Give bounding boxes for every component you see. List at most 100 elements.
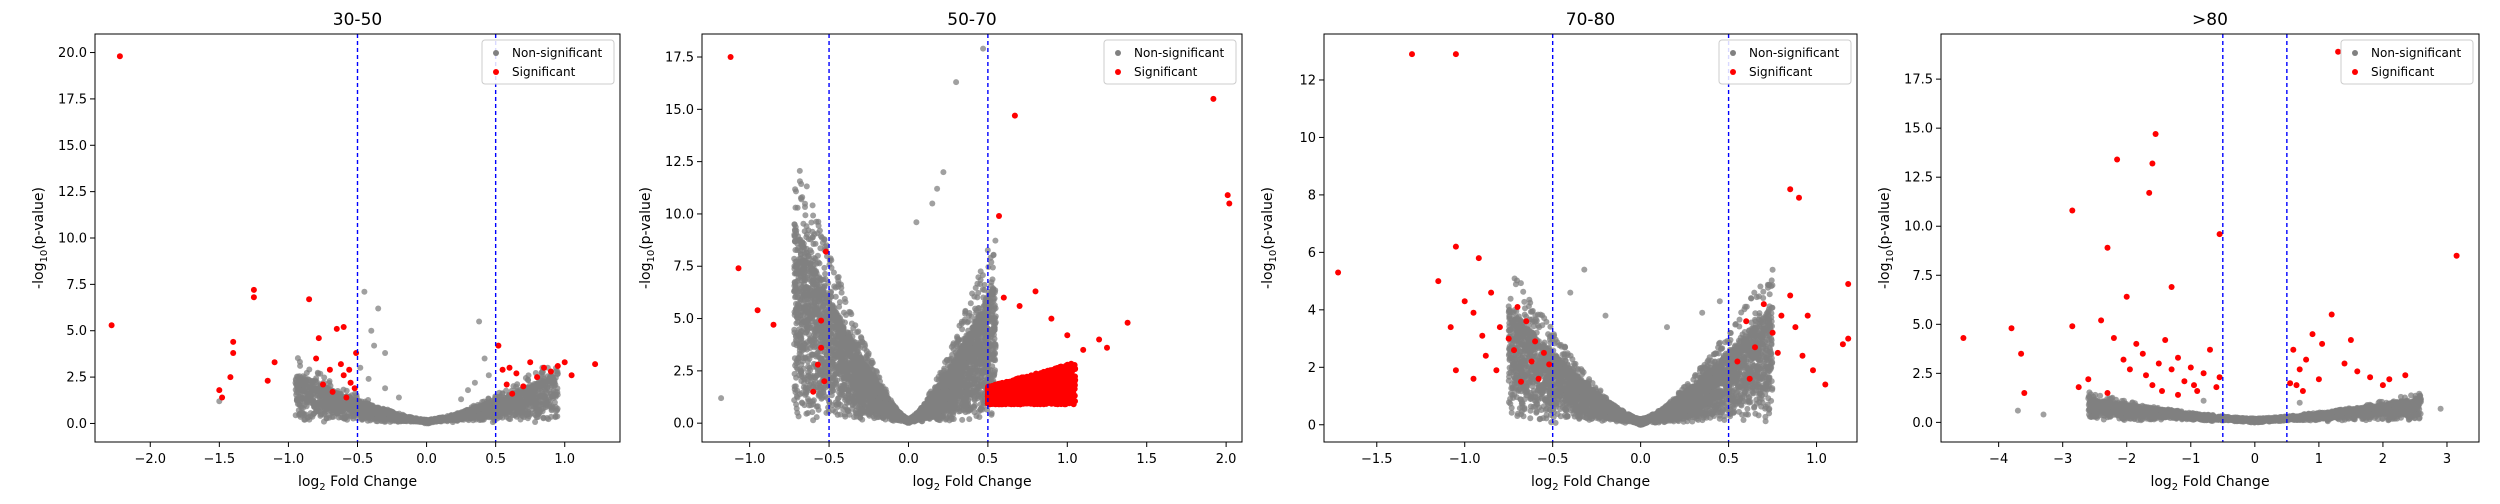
sig-point xyxy=(230,350,236,356)
nonsig-point xyxy=(359,415,365,421)
nonsig-point xyxy=(337,391,343,397)
x-tick-label: −1.5 xyxy=(204,452,236,467)
sig-point xyxy=(316,335,322,341)
y-tick-label: 7.5 xyxy=(66,278,87,293)
nonsig-point xyxy=(506,416,512,422)
nonsig-point xyxy=(316,402,322,408)
sig-point xyxy=(500,367,506,373)
nonsig-point xyxy=(296,412,302,418)
nonsig-point xyxy=(294,396,300,402)
nonsig-point xyxy=(379,414,385,420)
nonsig-point xyxy=(363,401,369,407)
y-tick-label: 17.5 xyxy=(58,92,87,107)
sig-point xyxy=(320,382,326,388)
plot-area xyxy=(109,53,598,426)
nonsig-point xyxy=(510,399,516,405)
nonsig-point xyxy=(302,385,308,391)
sig-point xyxy=(346,367,352,373)
sig-point xyxy=(306,296,312,302)
nonsig-point xyxy=(316,386,322,392)
y-tick-label: 15.0 xyxy=(58,139,87,154)
nonsig-point xyxy=(534,414,540,420)
nonsig-point xyxy=(366,376,372,382)
sig-point xyxy=(341,372,347,378)
sig-point xyxy=(227,374,233,380)
nonsig-point xyxy=(547,374,553,380)
nonsig-point xyxy=(458,396,464,402)
nonsig-point xyxy=(532,388,538,394)
nonsig-point xyxy=(344,414,350,420)
nonsig-point xyxy=(465,409,471,415)
sig-point xyxy=(507,365,513,371)
sig-point xyxy=(216,387,222,393)
sig-point xyxy=(509,391,515,397)
nonsig-point xyxy=(318,412,324,418)
sig-point xyxy=(592,361,598,367)
y-tick-label: 0.0 xyxy=(66,417,87,432)
nonsig-point xyxy=(374,415,380,421)
sig-point xyxy=(313,356,319,362)
nonsig-point xyxy=(485,414,491,420)
nonsig-point xyxy=(496,411,502,417)
nonsig-point xyxy=(368,328,374,334)
nonsig-point xyxy=(542,388,548,394)
sig-point xyxy=(353,350,359,356)
nonsig-point xyxy=(311,411,317,417)
sig-point xyxy=(341,324,347,330)
y-tick-label: 5.0 xyxy=(66,324,87,339)
sig-point xyxy=(534,374,540,380)
nonsig-point xyxy=(552,400,558,406)
x-tick-label: −2.0 xyxy=(134,452,166,467)
nonsig-point xyxy=(295,381,301,387)
nonsig-point xyxy=(486,372,492,378)
sig-point xyxy=(230,339,236,345)
sig-point xyxy=(541,365,547,371)
nonsig-point xyxy=(537,381,543,387)
nonsig-point xyxy=(525,377,531,383)
sig-point xyxy=(219,395,225,401)
sig-point xyxy=(327,367,333,373)
nonsig-point xyxy=(514,381,520,387)
nonsig-point xyxy=(294,390,300,396)
nonsig-point xyxy=(310,391,316,397)
nonsig-point xyxy=(371,343,377,349)
nonsig-point xyxy=(959,417,965,423)
nonsig-point xyxy=(529,406,535,412)
sig-point xyxy=(520,383,526,389)
x-tick-label: −0.5 xyxy=(342,452,374,467)
y-tick-label: 10.0 xyxy=(58,232,87,247)
nonsig-point xyxy=(454,412,460,418)
nonsig-point xyxy=(472,380,478,386)
nonsig-point xyxy=(483,403,489,409)
nonsig-point xyxy=(800,221,806,227)
sig-point xyxy=(251,294,257,300)
nonsig-point xyxy=(852,322,858,328)
panel-title: 30-50 xyxy=(333,10,382,30)
nonsig-point xyxy=(321,375,327,381)
sig-point xyxy=(338,361,344,367)
nonsig-point xyxy=(396,395,402,401)
nonsig-point xyxy=(482,356,488,362)
nonsig-point xyxy=(990,265,996,271)
y-axis-label: -log10(p-value) xyxy=(31,187,50,289)
sig-point xyxy=(343,395,349,401)
nonsig-point xyxy=(514,414,520,420)
nonsig-point xyxy=(427,418,433,424)
x-tick-label: 0.5 xyxy=(485,452,506,467)
nonsig-point xyxy=(295,355,301,361)
nonsig-point xyxy=(347,404,353,410)
nonsig-point xyxy=(476,319,482,325)
nonsig-point xyxy=(525,415,531,421)
nonsig-point xyxy=(992,238,998,244)
nonsig-point xyxy=(541,376,547,382)
nonsig-point xyxy=(491,400,497,406)
legend-entry: Non-significant xyxy=(512,46,603,60)
nonsig-point xyxy=(519,392,525,398)
nonsig-point xyxy=(297,402,303,408)
nonsig-point xyxy=(504,405,510,411)
sig-point xyxy=(265,378,271,384)
sig-point xyxy=(513,370,519,376)
